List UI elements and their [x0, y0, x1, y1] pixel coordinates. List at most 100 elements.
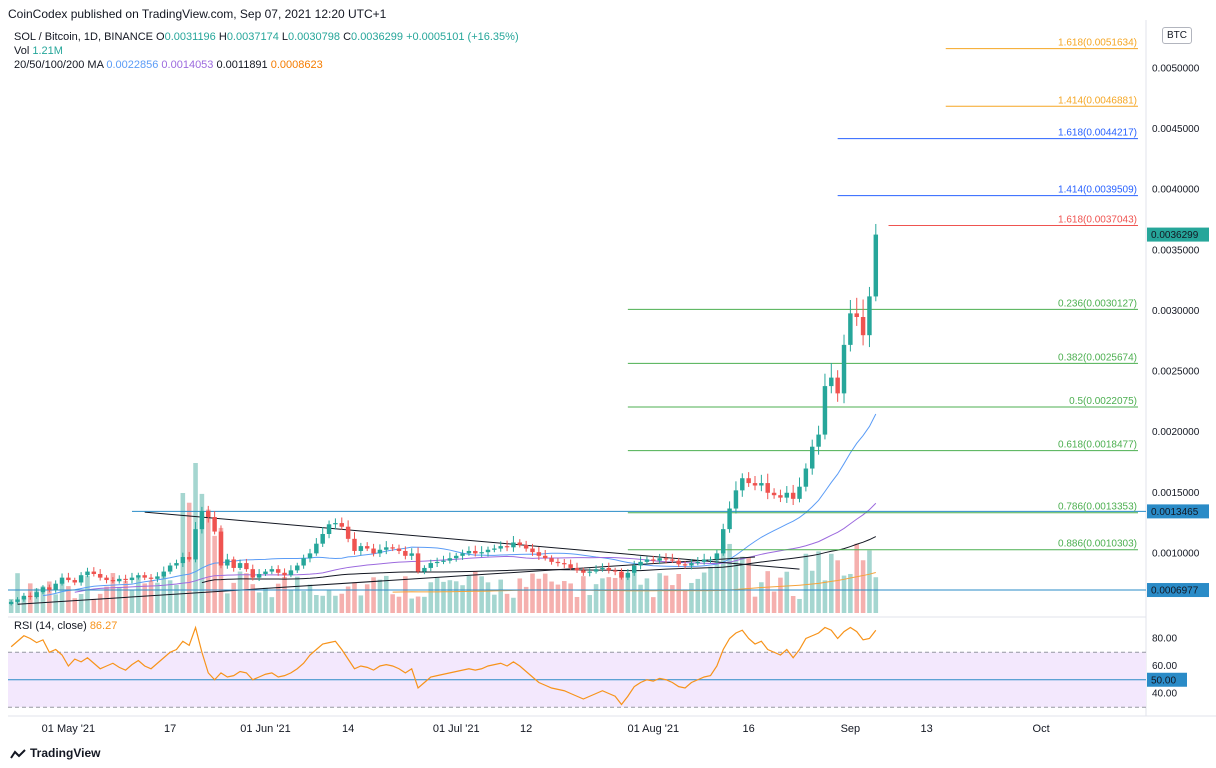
volume-bar [746, 557, 751, 613]
volume-bar [294, 576, 300, 613]
candle-body [186, 557, 192, 560]
fib-level-label: 0.886(0.0010303) [1058, 539, 1137, 550]
candle-body [708, 559, 713, 561]
candle-body [78, 575, 84, 583]
volume-bar [854, 543, 860, 613]
candle-body [250, 569, 255, 578]
ma20-line [42, 413, 877, 597]
volume-bar [320, 595, 325, 613]
volume-bar [358, 595, 364, 613]
volume-bar [441, 581, 446, 613]
candle-body [352, 538, 357, 551]
candle-body [231, 559, 236, 568]
volume-bar [434, 577, 440, 613]
currency-badge[interactable]: BTC [1162, 27, 1192, 44]
rsi-line [10, 625, 877, 706]
candle-body [59, 577, 65, 584]
candle-body [295, 565, 300, 571]
candle-body [434, 561, 440, 564]
x-tick-label: 01 Aug '21 [627, 723, 679, 735]
tradingview-logo[interactable]: TradingView [10, 746, 100, 760]
volume-bar [549, 581, 554, 613]
volume-bar [523, 586, 529, 613]
rsi-label[interactable]: RSI (14, close) [14, 620, 87, 632]
volume-bar [129, 589, 135, 613]
support-price-badge: 0.0006977 [1151, 586, 1199, 597]
x-tick-label: 01 Jul '21 [433, 723, 480, 735]
volume-bar [34, 588, 39, 613]
candle-body [759, 483, 764, 486]
candle-body [110, 580, 116, 582]
volume-bar [371, 577, 376, 613]
candle-body [663, 558, 669, 560]
candle-body [740, 478, 745, 491]
candle-body [829, 377, 834, 387]
volume-bar [212, 535, 217, 613]
candle-body [314, 543, 319, 554]
volume-bar [352, 582, 357, 613]
volume-bar [231, 582, 236, 613]
candle-body [606, 567, 612, 571]
candle-body [867, 296, 872, 336]
volume-bar [199, 493, 205, 613]
x-tick-label: Sep [841, 723, 861, 735]
candle-body [581, 570, 586, 573]
tradingview-logo-text: TradingView [30, 746, 101, 760]
candle-body [21, 595, 27, 600]
candle-body [644, 559, 650, 562]
volume-bar [492, 594, 497, 613]
candle-body [530, 548, 535, 553]
volume-bar [225, 593, 230, 613]
volume-bar [778, 577, 783, 613]
volume-bar [695, 578, 701, 613]
candle-body [396, 548, 402, 551]
volume-bar [403, 576, 408, 613]
volume-bar [619, 573, 624, 613]
candle-body [670, 559, 675, 561]
volume-bar [72, 598, 78, 613]
volume-bar [460, 585, 465, 613]
high-label: H [218, 31, 227, 43]
candle-body [282, 572, 287, 576]
candle-body [142, 575, 147, 578]
volume-bar [587, 595, 593, 613]
volume-bar [244, 573, 249, 613]
candle-body [523, 544, 529, 549]
volume-bar [466, 575, 472, 613]
x-tick-label: 01 Jun '21 [240, 723, 290, 735]
candle-body [275, 569, 281, 573]
volume-bar [40, 586, 46, 613]
candle-body [244, 563, 249, 570]
candle-body [854, 313, 859, 317]
ma100-value: 0.0011891 [216, 59, 268, 71]
volume-bar [600, 578, 605, 613]
descending-trendline [144, 511, 800, 570]
candle-body [460, 553, 465, 556]
support-price-badge-bg [1147, 583, 1209, 598]
candle-body [714, 553, 720, 560]
candle-body [752, 483, 758, 486]
volume-row: Vol 1.21M [14, 44, 519, 58]
volume-bar [314, 595, 319, 613]
volume-bar [803, 553, 809, 613]
volume-bar [612, 577, 618, 613]
volume-bar [167, 580, 173, 613]
volume-bar [161, 574, 167, 613]
ma50-value: 0.0014053 [161, 59, 214, 71]
volume-label[interactable]: Vol [14, 45, 30, 57]
volume-bar [142, 583, 147, 613]
candle-body [600, 567, 605, 570]
ma-label[interactable]: 20/50/100/200 MA [14, 59, 104, 71]
candle-body [631, 565, 637, 573]
x-tick-label: 16 [743, 723, 755, 735]
candle-body [619, 571, 624, 578]
volume-bar [829, 553, 834, 613]
hline-price-badge: 0.0013465 [1151, 507, 1199, 518]
candle-body [473, 550, 478, 554]
candle-body [339, 523, 344, 527]
volume-bar [447, 580, 453, 613]
fib-level-label: 0.618(0.0018477) [1058, 440, 1137, 451]
volume-bar [740, 556, 745, 613]
symbol-label[interactable]: SOL / Bitcoin, 1D, BINANCE [14, 31, 153, 43]
